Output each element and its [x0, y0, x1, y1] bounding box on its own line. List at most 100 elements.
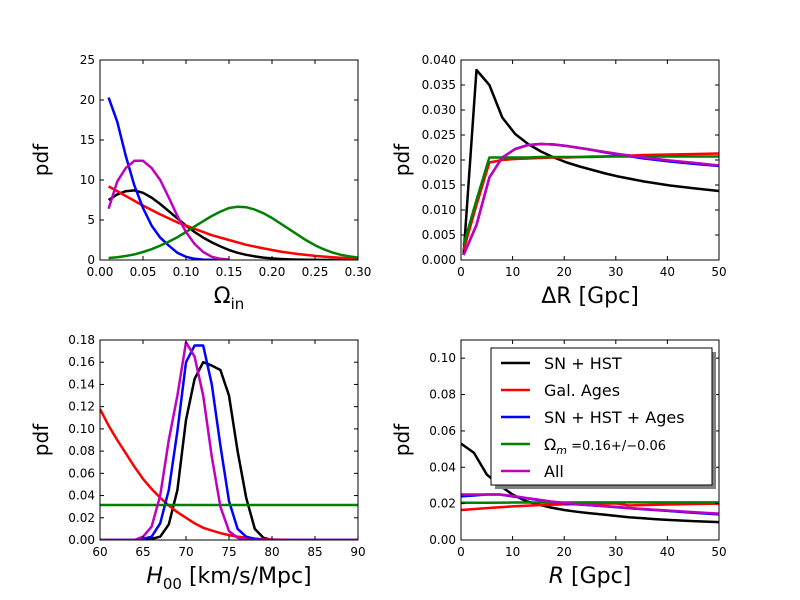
x-tick-label: 0.15: [216, 265, 243, 279]
y-tick-label: 0.010: [422, 203, 456, 217]
series-group: [100, 340, 358, 540]
series-group: [461, 442, 719, 524]
x-axis-label-main: ΔR [Gpc]: [541, 284, 639, 309]
y-tick-label: 0.015: [422, 178, 456, 192]
y-tick-label: 0.10: [429, 351, 456, 365]
y-tick-label: 0.030: [422, 103, 456, 117]
legend: SN + HST Gal. Ages SN + HST + Ages Ωm =0.16…: [490, 347, 716, 489]
y-tick-label: 0.16: [68, 355, 95, 369]
y-tick-label: 5: [87, 213, 95, 227]
x-axis-label-main: Ω: [214, 284, 231, 309]
panel-1: 0.00 0.05 0.10 0.15 0.20 0.25 0.30 0 5 10 15 20 25 pd…: [29, 53, 371, 313]
x-tick-label: 10: [505, 545, 520, 559]
y-axis-label: pdf: [390, 423, 414, 456]
y-tick-label: 0.000: [422, 253, 456, 267]
x-tick-label: 30: [608, 265, 623, 279]
series-line-5: [100, 340, 358, 540]
x-tick-label: 75: [221, 545, 236, 559]
y-tick-label: 25: [80, 53, 95, 67]
series-line-4: [108, 205, 358, 260]
y-axis-label: pdf: [29, 423, 53, 456]
series-line-5: [107, 159, 230, 260]
x-tick-label: 0.00: [87, 265, 114, 279]
y-tick-label: 0.035: [422, 78, 456, 92]
y-tick-label: 0.04: [68, 489, 95, 503]
x-tick-label: 60: [92, 545, 107, 559]
y-tick-label: 0.08: [68, 444, 95, 458]
y-axis-label: pdf: [390, 143, 414, 176]
x-tick-label: 40: [660, 545, 675, 559]
axes-frame: [460, 339, 720, 541]
x-axis-label: Ωin: [214, 284, 245, 313]
x-tick-label: 20: [557, 265, 572, 279]
series-line-5: [462, 142, 719, 256]
y-tick-label: 0.040: [422, 53, 456, 67]
y-tick-label: 0.02: [429, 497, 456, 511]
x-tick-label: 50: [711, 265, 726, 279]
x-tick-label: 80: [264, 545, 279, 559]
series-line-1: [462, 68, 719, 256]
x-tick-label: 10: [505, 265, 520, 279]
y-tick-label: 0.04: [429, 460, 456, 474]
y-tick-label: 0.025: [422, 128, 456, 142]
y-tick-label: 10: [80, 173, 95, 187]
x-axis-label-units: [km/s/Mpc]: [182, 564, 312, 589]
x-axis-label-main: H: [146, 564, 163, 589]
legend-label-rest: =0.16+/−0.06: [567, 439, 666, 454]
x-tick-label: 0.25: [302, 265, 329, 279]
y-tick-label: 0.005: [422, 228, 456, 242]
x-axis-label: R [Gpc]: [549, 564, 632, 589]
y-tick-label: 0.00: [68, 533, 95, 547]
series-line-2: [461, 502, 719, 512]
legend-label: SN + HST + Ages: [544, 408, 685, 427]
x-tick-label: 0: [457, 545, 465, 559]
panel-2: 0 10 20 30 40 50 0.000 0.005 0.010 0.015 0.020 0.02…: [390, 53, 727, 309]
legend-label-main: Ω: [544, 435, 556, 454]
panel-3: 60 65 70 75 80 85 90 0.00 0.02 0.04 0.06 0.08 0.10 0.…: [29, 333, 366, 593]
series-line-5: [461, 493, 719, 515]
x-tick-label: 20: [557, 545, 572, 559]
x-axis-label-main: R: [549, 564, 564, 589]
series-line-4: [462, 155, 719, 246]
y-tick-label: 0.18: [68, 333, 95, 347]
y-tick-label: 0.020: [422, 153, 456, 167]
x-axis-label-sub: in: [231, 295, 245, 313]
x-tick-label: 30: [608, 545, 623, 559]
y-tick-label: 0.02: [68, 511, 95, 525]
y-tick-label: 0.06: [68, 466, 95, 480]
panel-4: 0 10 20 30 40 50 0.00 0.02 0.04 0.06 0.08 0.10 pdf R …: [390, 339, 727, 589]
x-axis-label-units: [Gpc]: [564, 564, 631, 589]
y-tick-label: 0: [87, 253, 95, 267]
x-tick-label: 85: [307, 545, 322, 559]
x-axis-label: ΔR [Gpc]: [541, 284, 639, 309]
x-tick-label: 0.30: [345, 265, 372, 279]
y-tick-label: 0.10: [68, 422, 95, 436]
y-tick-label: 0.00: [429, 533, 456, 547]
x-tick-label: 65: [135, 545, 150, 559]
series-group: [462, 68, 719, 256]
y-axis-label: pdf: [29, 143, 53, 176]
x-tick-label: 0: [457, 265, 465, 279]
y-tick-label: 0.06: [429, 424, 456, 438]
x-tick-label: 40: [660, 265, 675, 279]
legend-label: Ωm =0.16+/−0.06: [544, 435, 666, 457]
x-tick-label: 0.05: [130, 265, 157, 279]
x-tick-label: 0.20: [259, 265, 286, 279]
x-axis-label: H00 [km/s/Mpc]: [146, 564, 311, 593]
x-tick-label: 50: [711, 545, 726, 559]
x-tick-label: 70: [178, 545, 193, 559]
series-line-2: [107, 185, 358, 260]
x-tick-label: 0.10: [173, 265, 200, 279]
y-tick-label: 0.12: [68, 400, 95, 414]
x-axis-label-sub: 00: [163, 575, 182, 593]
y-tick-label: 15: [80, 133, 95, 147]
legend-label-sub: m: [556, 444, 567, 457]
y-tick-label: 0.08: [429, 388, 456, 402]
y-tick-label: 0.14: [68, 377, 95, 391]
legend-label: SN + HST: [544, 354, 622, 373]
y-tick-label: 20: [80, 93, 95, 107]
legend-label: Gal. Ages: [544, 381, 620, 400]
x-tick-label: 90: [350, 545, 365, 559]
